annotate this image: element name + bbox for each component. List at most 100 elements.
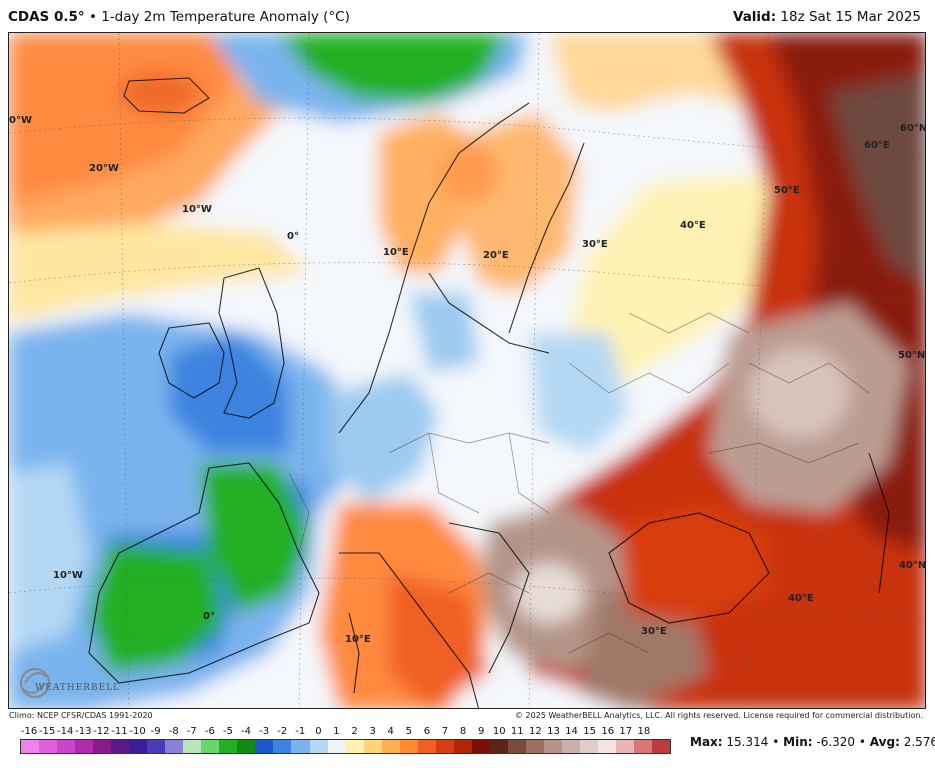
colorbar-tick-label: 5 — [405, 726, 412, 737]
colorbar-swatch — [273, 740, 292, 753]
colorbar-swatch — [237, 740, 256, 753]
colorbar-tick-label: 11 — [510, 726, 524, 737]
colorbar-tick-label: 15 — [583, 726, 596, 737]
lon-label: 20°E — [483, 250, 509, 261]
lon-label: 40°E — [788, 593, 814, 604]
colorbar-swatches — [20, 739, 671, 754]
avg-label: Avg: — [869, 735, 900, 749]
min-value: -6.320 — [816, 735, 856, 749]
colorbar-ticks: -16 -15 -14 -13 -12 -11 -10 -9 -8 -7 -6 -5 -4 -3 -2 -1 0… — [20, 726, 671, 738]
lat-label: 60°N — [900, 123, 926, 134]
colorbar-swatch — [201, 740, 220, 753]
product-title: CDAS 0.5° • 1-day 2m Temperature Anomaly… — [8, 9, 350, 25]
colorbar-swatch — [598, 740, 617, 753]
colorbar-tick-label: -9 — [150, 726, 161, 737]
colorbar-swatch — [39, 740, 58, 753]
stats-separator: • — [772, 735, 780, 749]
colorbar-swatch — [57, 740, 76, 753]
colorbar-swatch — [417, 740, 436, 753]
field-stats: Max: 15.314 • Min: -6.320 • Avg: 2.576 — [690, 735, 935, 749]
colorbar-swatch — [525, 740, 544, 753]
colorbar-swatch — [291, 740, 310, 753]
colorbar-swatch — [255, 740, 274, 753]
colorbar-swatch — [507, 740, 526, 753]
colorbar-swatch — [309, 740, 328, 753]
coastlines — [88, 77, 890, 708]
lon-label: 10°E — [345, 634, 371, 645]
colorbar-swatch — [579, 740, 598, 753]
colorbar-tick-label: 10 — [492, 726, 506, 737]
colorbar-swatch — [327, 740, 346, 753]
lon-label: 10°W — [182, 204, 212, 215]
colorbar-swatch — [399, 740, 418, 753]
map-field — [9, 33, 925, 708]
colorbar-tick-label: 4 — [387, 726, 394, 737]
colorbar-swatch — [183, 740, 202, 753]
colorbar-tick-label: 7 — [441, 726, 449, 737]
colorbar-tick-label: 2 — [351, 726, 358, 737]
colorbar-tick-label: -10 — [129, 726, 146, 737]
colorbar-tick-label: 0 — [315, 726, 322, 737]
colorbar-swatch — [129, 740, 148, 753]
colorbar-tick-label: -2 — [277, 726, 288, 737]
colorbar-swatch — [75, 740, 94, 753]
lat-label: 40°N — [899, 560, 926, 571]
colorbar-tick-label: -7 — [186, 726, 197, 737]
valid-time-value: 18z Sat 15 Mar 2025 — [780, 9, 921, 25]
storm-swirl-icon — [20, 668, 50, 698]
lon-label: 40°E — [680, 220, 706, 231]
colorbar-tick-label: 13 — [547, 726, 560, 737]
borders — [288, 312, 870, 654]
max-label: Max: — [690, 735, 723, 749]
colorbar-swatch — [616, 740, 635, 753]
colorbar-swatch — [219, 740, 238, 753]
lon-label: 20°W — [89, 163, 119, 174]
colorbar-tick-label: 1 — [333, 726, 340, 737]
colorbar-swatch — [147, 740, 166, 753]
stats-separator: • — [858, 735, 866, 749]
lon-label: 10°W — [53, 570, 83, 581]
logo-wordmark: WEATHERBELL — [35, 683, 121, 693]
anomaly-map: 0°W 20°W 10°W 0° 10°E 20°E 30°E 40°E 50°… — [8, 32, 926, 709]
max-value: 15.314 — [726, 735, 769, 749]
colorbar-tick-label: -13 — [75, 726, 92, 737]
lon-label: 30°E — [641, 626, 667, 637]
colorbar-tick-label: 6 — [423, 726, 431, 737]
avg-value: 2.576 — [903, 735, 935, 749]
valid-time: Valid: 18z Sat 15 Mar 2025 — [733, 9, 921, 25]
colorbar-tick-label: -16 — [20, 726, 38, 737]
colorbar-swatch — [435, 740, 454, 753]
colorbar-swatch — [21, 740, 40, 753]
colorbar-tick-label: -15 — [38, 726, 56, 737]
colorbar-tick-label: -3 — [259, 726, 270, 737]
colorbar-tick-label: -6 — [204, 726, 215, 737]
colorbar-tick-label: 8 — [459, 726, 467, 737]
colorbar-swatch — [634, 740, 653, 753]
weatherbell-logo: WEATHERBELL — [15, 661, 119, 705]
colorbar-swatch — [543, 740, 562, 753]
colorbar-swatch — [165, 740, 184, 753]
lat-label: 50°N — [898, 350, 926, 361]
copyright-note: © 2025 WeatherBELL Analytics, LLC. All r… — [515, 711, 923, 720]
lon-label: 50°E — [774, 185, 800, 196]
colorbar-swatch — [363, 740, 382, 753]
colorbar-swatch — [471, 740, 490, 753]
lon-label: 30°E — [582, 239, 608, 250]
colorbar-tick-label: -8 — [168, 726, 179, 737]
climo-note: Climo: NCEP CFSR/CDAS 1991-2020 — [9, 711, 153, 720]
colorbar-tick-label: -14 — [57, 726, 74, 737]
colorbar-tick-label: -12 — [93, 726, 110, 737]
colorbar-tick-label: -1 — [295, 726, 306, 737]
model-degree: ° — [77, 9, 85, 25]
colorbar-tick-label: -11 — [111, 726, 128, 737]
header-bar: CDAS 0.5° • 1-day 2m Temperature Anomaly… — [0, 0, 935, 30]
colorbar-swatch — [453, 740, 472, 753]
colorbar-tick-label: 9 — [477, 726, 485, 737]
colorbar-swatch — [111, 740, 130, 753]
colorbar-swatch — [381, 740, 400, 753]
colorbar-tick-label: -5 — [222, 726, 233, 737]
valid-label: Valid: — [732, 9, 777, 25]
colorbar-tick-label: 18 — [637, 726, 651, 737]
colorbar-swatch — [561, 740, 580, 753]
lon-label: 0° — [287, 231, 299, 242]
